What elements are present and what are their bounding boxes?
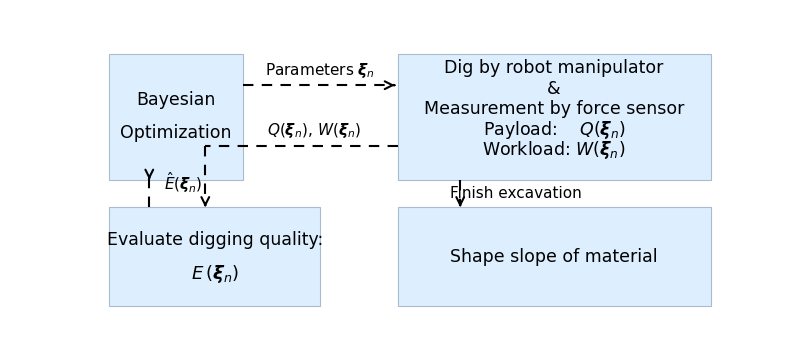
FancyBboxPatch shape [398, 54, 710, 180]
FancyBboxPatch shape [398, 207, 710, 306]
Text: Payload:    $Q(\boldsymbol{\xi}_n)$: Payload: $Q(\boldsymbol{\xi}_n)$ [482, 119, 626, 141]
Text: Optimization: Optimization [120, 124, 232, 142]
Text: Parameters $\boldsymbol{\xi}_n$: Parameters $\boldsymbol{\xi}_n$ [265, 61, 375, 80]
Text: Measurement by force sensor: Measurement by force sensor [424, 100, 684, 118]
Text: Bayesian: Bayesian [136, 91, 216, 109]
Text: $E\,(\boldsymbol{\xi}_n)$: $E\,(\boldsymbol{\xi}_n)$ [190, 263, 238, 286]
Text: $Q(\boldsymbol{\xi}_n),\,W(\boldsymbol{\xi}_n)$: $Q(\boldsymbol{\xi}_n),\,W(\boldsymbol{\… [266, 121, 361, 140]
Text: $\hat{E}(\boldsymbol{\xi}_n)$: $\hat{E}(\boldsymbol{\xi}_n)$ [164, 170, 202, 195]
Text: &: & [547, 79, 561, 98]
FancyBboxPatch shape [110, 54, 242, 180]
Text: Finish excavation: Finish excavation [450, 186, 582, 201]
FancyBboxPatch shape [110, 207, 320, 306]
Text: Dig by robot manipulator: Dig by robot manipulator [445, 59, 664, 77]
Text: Shape slope of material: Shape slope of material [450, 247, 658, 266]
Text: Evaluate digging quality:: Evaluate digging quality: [106, 231, 323, 249]
Text: Workload: $W(\boldsymbol{\xi}_n)$: Workload: $W(\boldsymbol{\xi}_n)$ [482, 139, 626, 161]
